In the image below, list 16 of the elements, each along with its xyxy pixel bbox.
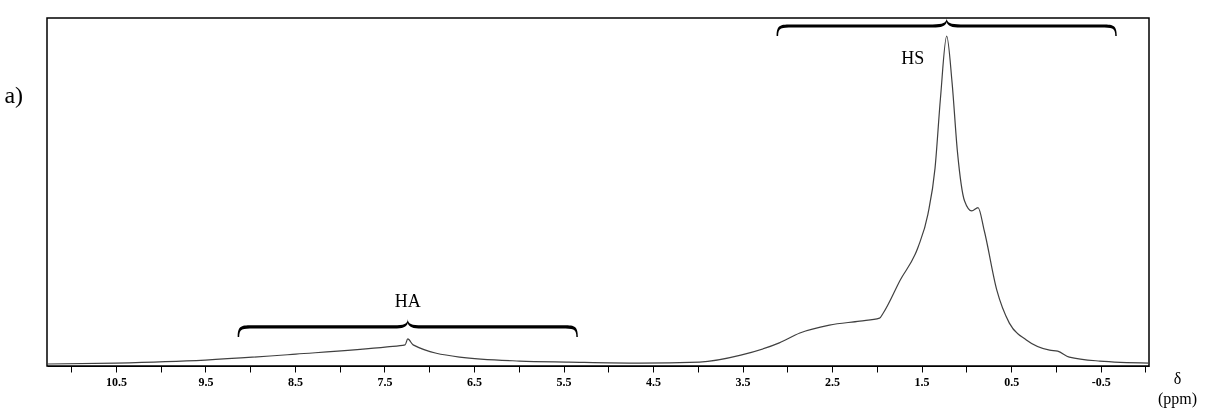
x-tick-label: 1.5: [914, 374, 930, 389]
x-tick-label: 5.5: [556, 374, 572, 389]
x-tick-label: 6.5: [467, 374, 483, 389]
x-tick-label: 2.5: [825, 374, 841, 389]
x-axis-title: δ (ppm): [1157, 369, 1198, 408]
annotation: HS: [901, 48, 925, 68]
x-tick-label: 9.5: [198, 374, 214, 389]
x-tick-label: 0.5: [1004, 374, 1020, 389]
x-tick-label: 4.5: [646, 374, 662, 389]
x-tick-label: 3.5: [735, 374, 751, 389]
text: a): [4, 82, 24, 108]
x-tick-label: -0.5: [1091, 374, 1111, 389]
annotation: HA: [394, 290, 421, 311]
x-tick-label: 7.5: [377, 374, 393, 389]
x-tick-label: 10.5: [105, 374, 127, 389]
x-tick-label: 8.5: [287, 374, 303, 389]
